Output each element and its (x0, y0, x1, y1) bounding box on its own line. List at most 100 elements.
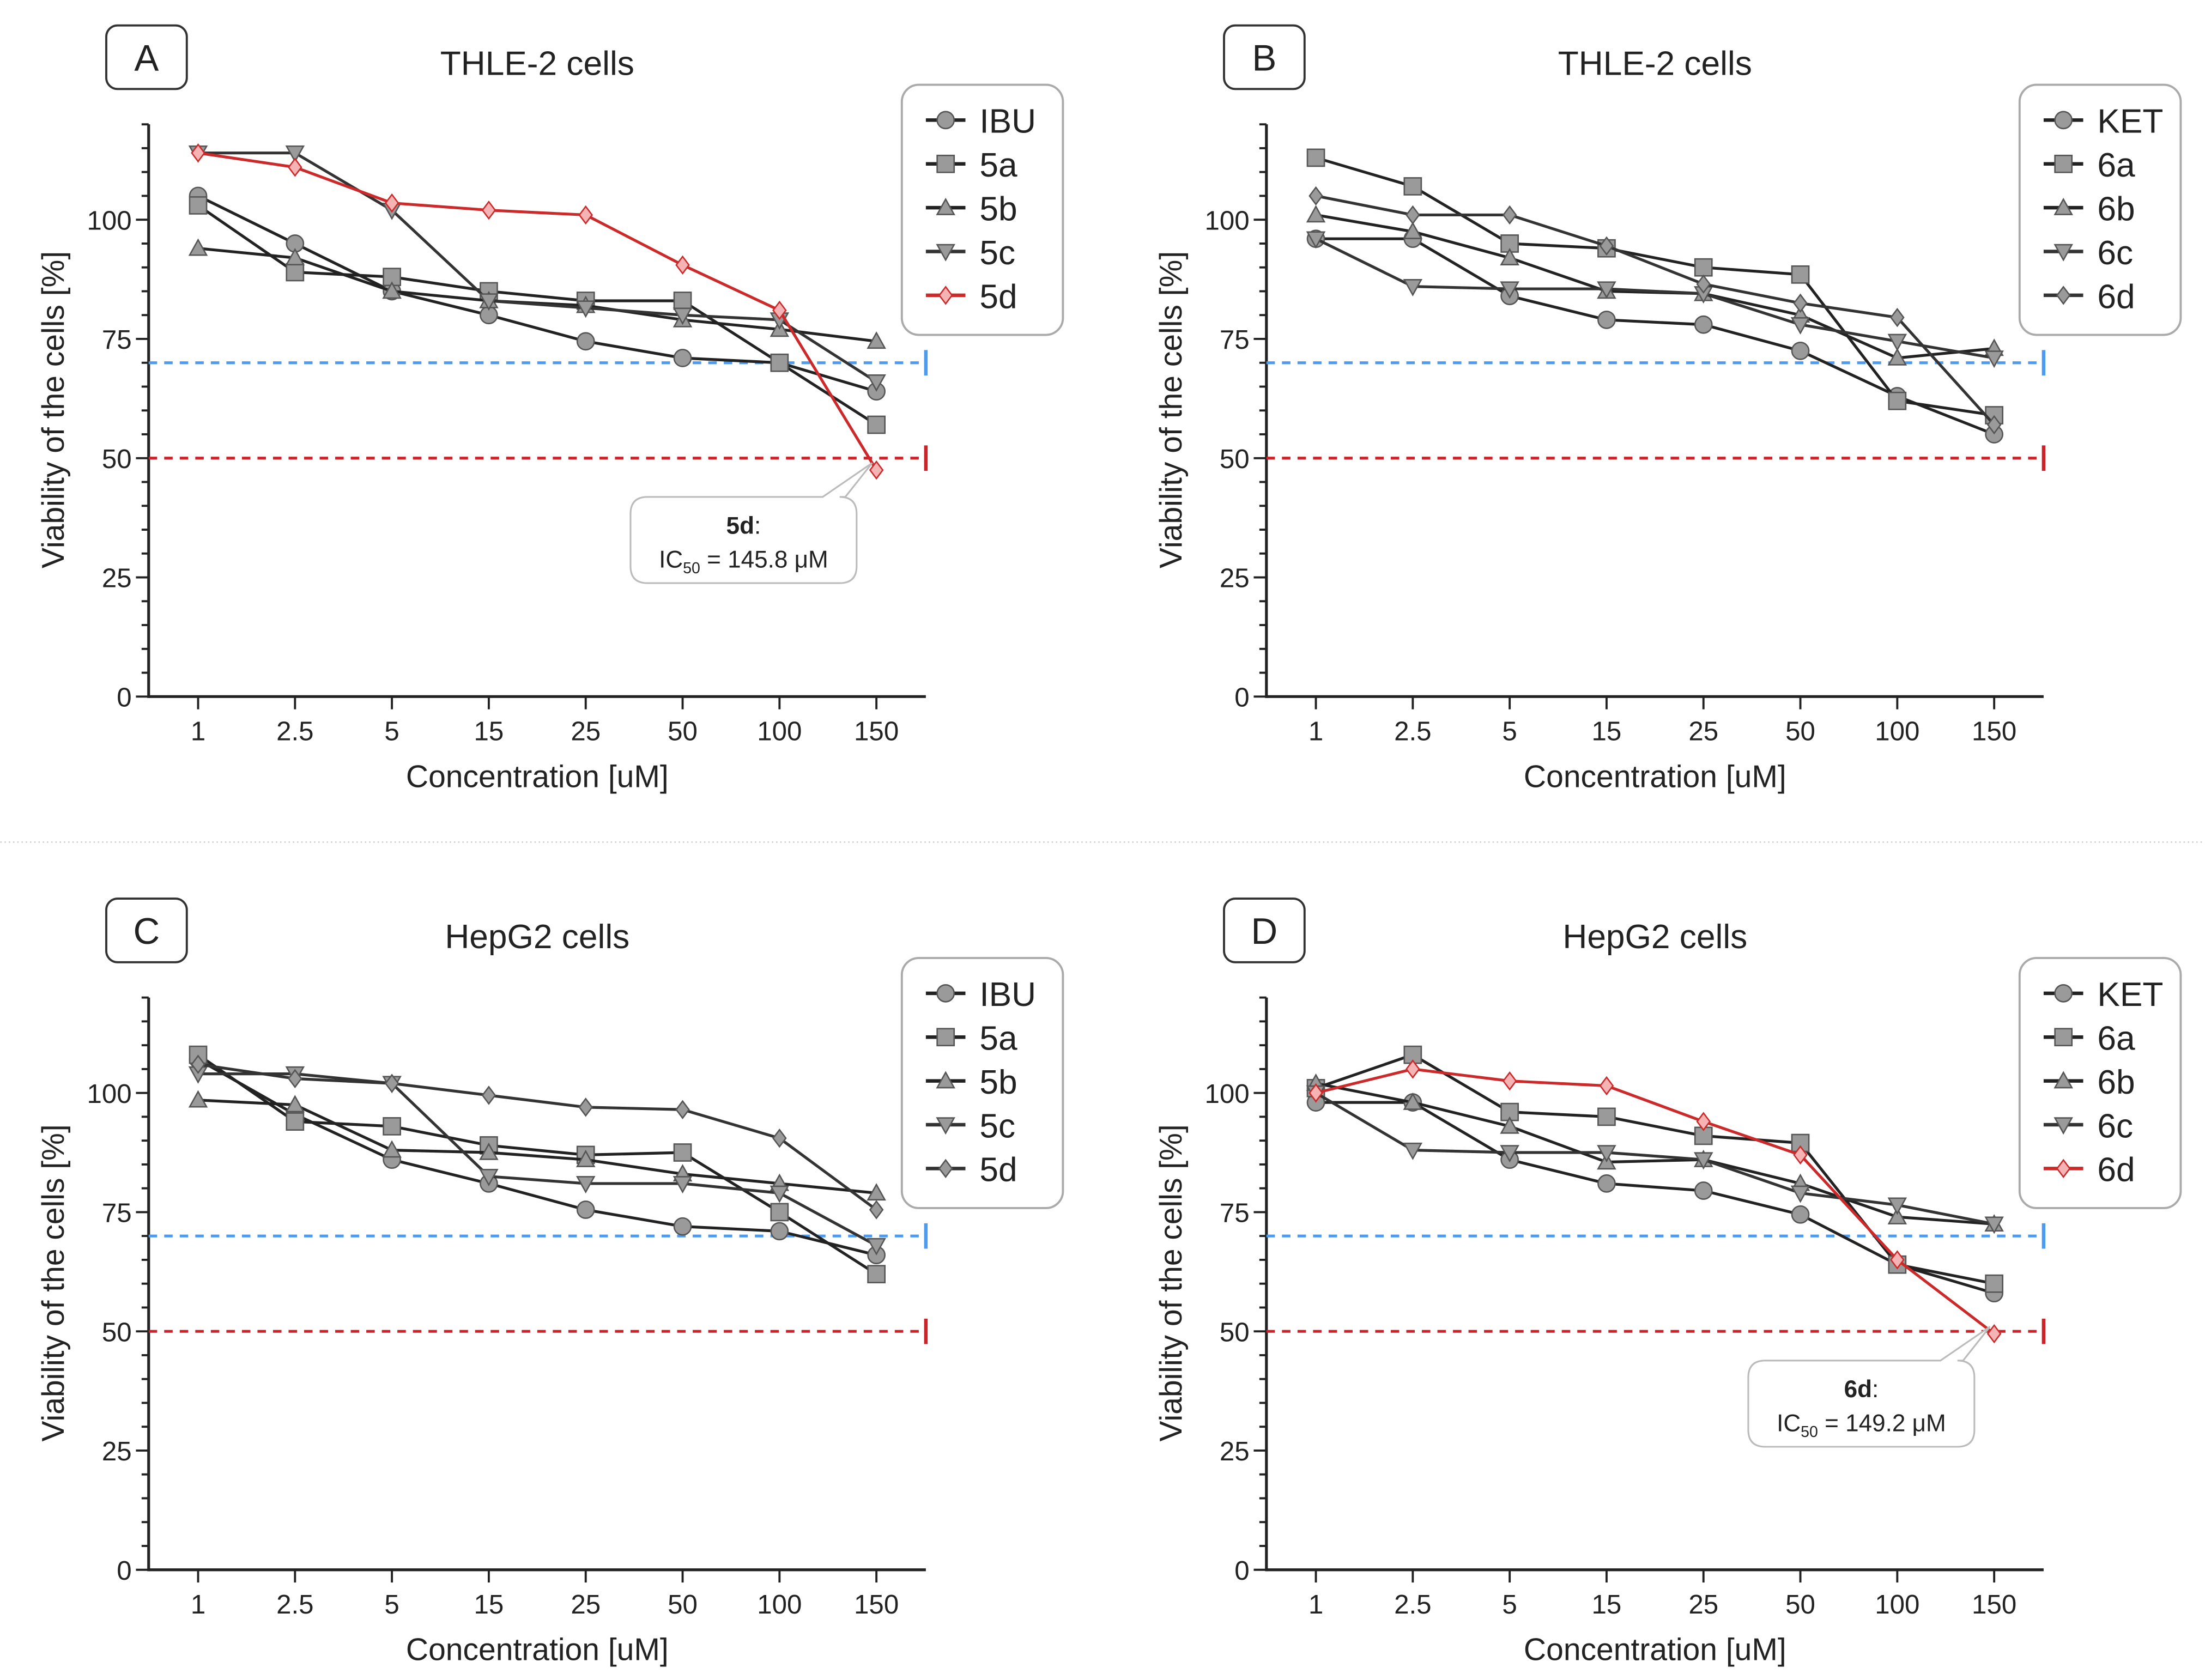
legend-marker-square (2054, 154, 2073, 173)
callout-ic50: IC50 = 145.8 μM (659, 547, 828, 577)
y-tick-label: 75 (102, 325, 132, 355)
callout-compound-name: 6d (1844, 1376, 1872, 1403)
data-point (1403, 278, 1423, 296)
data-point (578, 205, 593, 225)
data-point (1888, 391, 1907, 410)
data-point (1500, 247, 1519, 265)
series-6c (1306, 231, 2004, 368)
legend-label: 5d (979, 278, 1017, 316)
data-point (1790, 317, 1810, 335)
x-tick-label: 50 (1785, 717, 1815, 747)
y-tick-label: 100 (87, 205, 131, 235)
data-point (1403, 177, 1422, 196)
legend-label: 5a (979, 147, 1017, 184)
series-6d (1309, 186, 2002, 435)
legend-marker-triangle-up (2053, 197, 2073, 215)
panel-letter: C (134, 911, 160, 952)
series-line (1316, 194, 1996, 426)
x-tick-label: 100 (1875, 717, 1919, 747)
x-tick-label: 2.5 (276, 1590, 313, 1620)
x-tick-label: 5 (1502, 1590, 1517, 1620)
x-tick-label: 50 (668, 1590, 698, 1620)
x-tick-label: 1 (1309, 717, 1323, 747)
y-tick-label: 25 (102, 1436, 132, 1466)
series-5c (188, 1066, 886, 1256)
data-point (1984, 350, 2004, 368)
data-point (383, 1117, 401, 1136)
series-5d (191, 143, 884, 480)
callout-compound: 5d: (726, 512, 761, 539)
data-point (1306, 205, 1326, 223)
callout-colon: : (754, 512, 761, 539)
data-point (578, 1097, 593, 1117)
x-tick-label: 150 (854, 717, 899, 747)
x-tick-label: 25 (571, 717, 601, 747)
series-line (198, 1072, 877, 1247)
data-point (1597, 1174, 1616, 1193)
legend (900, 83, 1064, 336)
data-point (1887, 1197, 1907, 1215)
series-line (1315, 156, 1995, 417)
callout-ic-value: = 149.2 μM (1818, 1410, 1946, 1436)
legend-marker-circle (2054, 111, 2073, 130)
chart-title: HepG2 cells (1562, 918, 1747, 956)
data-point (188, 238, 208, 256)
series-line (1315, 237, 1995, 360)
series-line (1316, 1101, 1995, 1295)
data-point (1309, 186, 1323, 206)
x-tick-label: 5 (384, 717, 399, 747)
legend-label: 6a (2097, 1020, 2135, 1058)
x-tick-label: 5 (384, 1590, 399, 1620)
data-point (1500, 281, 1519, 299)
data-point (1694, 258, 1713, 277)
ic50-callout: 5d: IC50 = 145.8 μM (629, 462, 873, 584)
data-point (867, 415, 886, 434)
data-point (867, 1238, 886, 1256)
data-point (286, 263, 305, 282)
series-line (197, 204, 877, 426)
panel-letter: A (134, 38, 159, 79)
data-point (479, 293, 499, 311)
data-point (1791, 1205, 1810, 1224)
data-point (867, 1183, 886, 1201)
legend-label: 6b (2097, 1064, 2135, 1101)
legend-marker-circle (936, 984, 955, 1003)
y-tick-label: 0 (1234, 1556, 1249, 1586)
x-tick-label: 1 (1309, 1590, 1323, 1620)
legend-marker-square (2054, 1028, 2073, 1047)
data-point (288, 1069, 302, 1089)
legend-marker-triangle-down (2053, 1117, 2073, 1135)
data-point (1500, 1145, 1519, 1163)
legend-label: 6a (2097, 147, 2135, 184)
data-point (1597, 1145, 1616, 1163)
data-point (772, 1129, 787, 1148)
data-point (1403, 1142, 1423, 1160)
panel-d: D HepG2 cells 0 25 50 75 100 1 2.5 5 15 25 50 100 150 C… (1154, 897, 2182, 1667)
data-point (191, 143, 205, 163)
y-tick-label: 0 (1234, 682, 1249, 712)
data-point (1306, 231, 1326, 249)
legend-marker-triangle-up (2053, 1071, 2073, 1089)
data-point (285, 1095, 305, 1113)
series-line (1315, 1068, 1995, 1335)
data-point (673, 1143, 692, 1162)
data-point (1599, 1076, 1614, 1096)
x-tick-label: 50 (668, 717, 698, 747)
legend-label: 5b (979, 190, 1017, 228)
data-point (673, 292, 692, 310)
legend-label: 5b (979, 1064, 1017, 1101)
data-point (1406, 1059, 1420, 1079)
legend-marker-diamond (938, 1159, 953, 1179)
data-point (1887, 1206, 1907, 1224)
legend-marker-triangle-down (936, 244, 955, 262)
data-point (1986, 415, 2002, 435)
data-point (479, 1169, 499, 1187)
legend (2018, 83, 2182, 336)
data-point (1696, 274, 1711, 294)
chart-title: THLE-2 cells (1558, 45, 1752, 82)
x-axis-label: Concentration [uM] (1524, 759, 1786, 794)
callout-ic-subscript: 50 (683, 560, 700, 577)
x-tick-label: 1 (191, 717, 205, 747)
series-line (1315, 1053, 1995, 1285)
y-axis-label: Viability of the cells [%] (1154, 251, 1189, 568)
